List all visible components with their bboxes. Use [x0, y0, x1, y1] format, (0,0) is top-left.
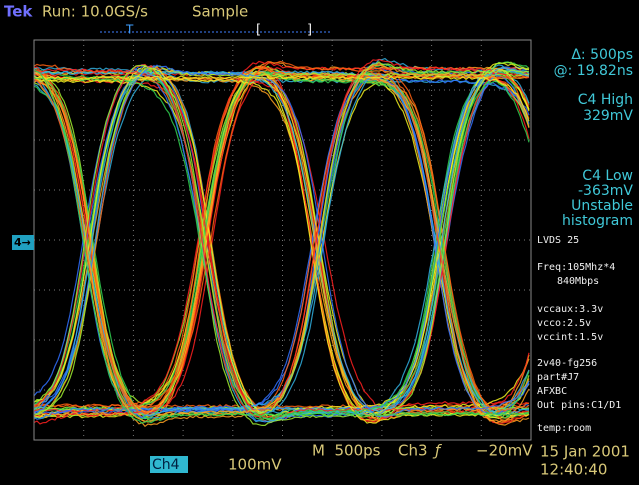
note: 2v40-fg256 [537, 358, 597, 369]
note: temp:room [537, 423, 591, 434]
channel-marker: 4→ [14, 236, 31, 249]
trigger-level: −20mV [476, 442, 533, 460]
note: vccint:1.5v [537, 332, 603, 343]
measurement: C4 Low [582, 168, 633, 184]
timebase: M 500ps [312, 442, 381, 460]
note: vccaux:3.3v [537, 304, 603, 315]
measurement: histogram [562, 213, 633, 229]
brand: Tek [4, 3, 33, 21]
date: 15 Jan 2001 [540, 443, 630, 461]
note: Freq:105Mhz*4 [537, 262, 615, 273]
measurement: Δ: 500ps [571, 47, 633, 63]
oscilloscope-screen: Tek Run: 10.0GS/s Sample T [ ] 4→ Δ: 500… [0, 0, 639, 485]
note: part#J7 [537, 372, 579, 383]
volts-per-div: 100mV [228, 456, 282, 474]
channel: Ch4 [152, 457, 180, 473]
note: AFXBC [537, 386, 567, 397]
note: LVDS 25 [537, 235, 579, 246]
time: 12:40:40 [540, 461, 607, 479]
gate-start: [ [256, 23, 261, 38]
trigger-source: Ch3 [398, 442, 428, 460]
measurement: -363mV [578, 183, 633, 199]
note: 840Mbps [557, 276, 599, 287]
trigger-marker: T [125, 23, 134, 37]
acquisition-mode: Sample [192, 3, 248, 21]
acquisition-rate: Run: 10.0GS/s [42, 3, 148, 21]
measurement: C4 High [578, 92, 633, 108]
gate-end: ] [307, 23, 312, 38]
measurement: Unstable [571, 198, 633, 214]
measurement: @: 19.82ns [554, 63, 633, 79]
note: vcco:2.5v [537, 318, 591, 329]
note: Out pins:C1/D1 [537, 400, 621, 411]
measurement: 329mV [583, 108, 633, 124]
